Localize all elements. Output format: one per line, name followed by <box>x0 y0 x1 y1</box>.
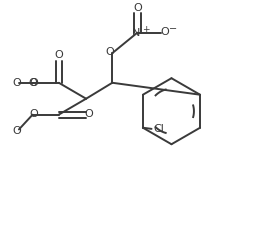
Text: O: O <box>85 109 93 119</box>
Text: O: O <box>29 109 38 119</box>
Text: O: O <box>29 78 38 88</box>
Text: O: O <box>54 50 63 61</box>
Text: N: N <box>132 28 140 38</box>
Text: O: O <box>133 3 142 13</box>
Text: O: O <box>13 126 21 136</box>
Text: O: O <box>105 47 114 57</box>
Text: −: − <box>169 24 177 33</box>
Text: O: O <box>160 27 169 37</box>
Text: O: O <box>13 78 21 88</box>
Text: Cl: Cl <box>153 124 164 134</box>
Text: O: O <box>28 78 37 88</box>
Text: +: + <box>142 24 150 33</box>
